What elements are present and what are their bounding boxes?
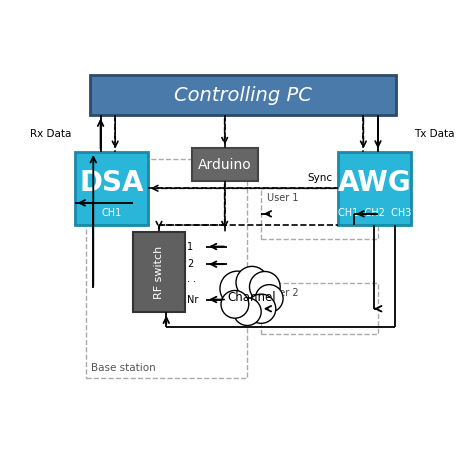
Text: AWG: AWG [337, 169, 411, 197]
Text: Arduino: Arduino [198, 157, 252, 172]
Text: 1: 1 [187, 242, 193, 252]
Text: Channel: Channel [228, 291, 276, 304]
Text: Nr: Nr [187, 294, 199, 304]
Circle shape [220, 271, 255, 306]
Text: Sync: Sync [307, 173, 332, 183]
Circle shape [221, 291, 249, 318]
Text: Rx Data: Rx Data [30, 128, 72, 138]
Circle shape [246, 294, 276, 323]
FancyBboxPatch shape [133, 232, 184, 312]
Circle shape [255, 284, 283, 312]
Circle shape [236, 266, 268, 299]
FancyBboxPatch shape [75, 152, 148, 225]
Circle shape [233, 298, 261, 326]
Text: CH1: CH1 [101, 208, 122, 218]
FancyBboxPatch shape [90, 75, 396, 115]
Text: Controlling PC: Controlling PC [174, 86, 312, 105]
Text: DSA: DSA [79, 169, 144, 197]
Text: Tx Data: Tx Data [414, 128, 455, 138]
Text: CH1  CH2  CH3: CH1 CH2 CH3 [337, 208, 411, 218]
Text: · ·: · · [187, 277, 197, 287]
Text: User 2: User 2 [267, 288, 298, 298]
Text: User 1: User 1 [267, 192, 298, 203]
FancyBboxPatch shape [338, 152, 411, 225]
Text: Base station: Base station [91, 363, 156, 373]
FancyBboxPatch shape [192, 148, 257, 181]
Text: 2: 2 [187, 259, 194, 269]
Text: RF switch: RF switch [154, 246, 164, 299]
Circle shape [249, 272, 280, 302]
